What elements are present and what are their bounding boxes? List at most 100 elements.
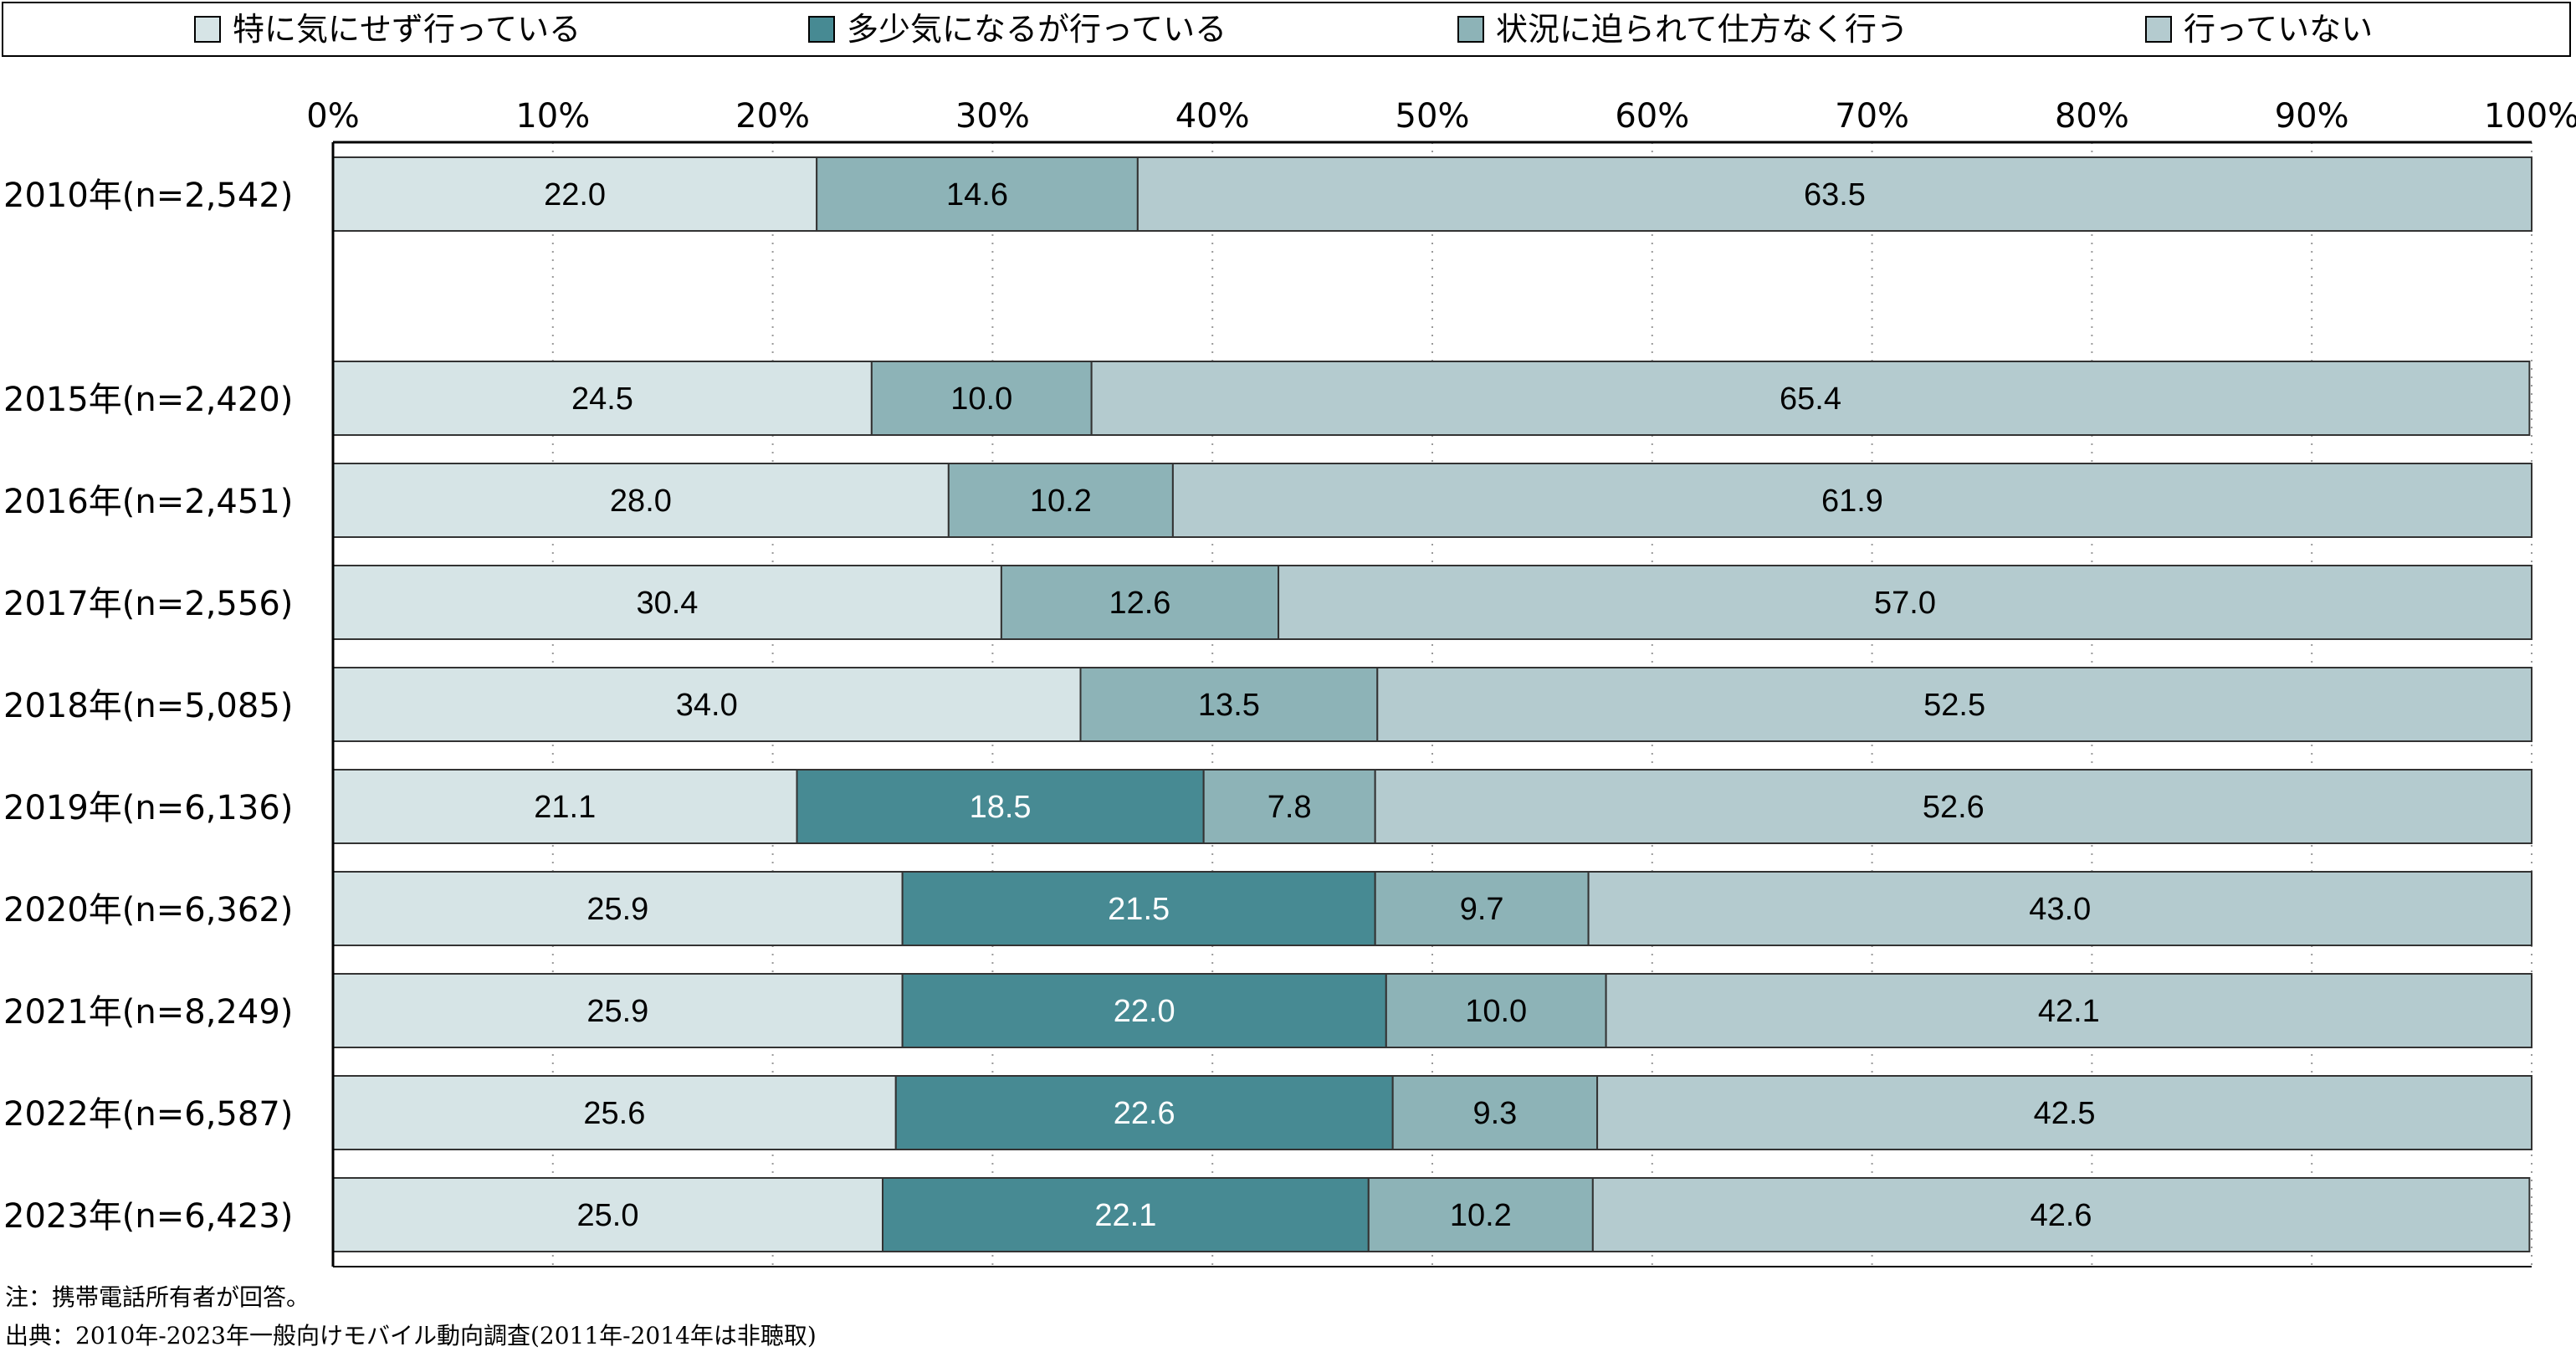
legend-swatch	[2145, 16, 2172, 43]
bar-segment	[1374, 769, 2532, 844]
bar-segment	[1000, 565, 1280, 640]
bar-segment	[1385, 973, 1607, 1048]
data-label: 10.0	[950, 381, 1012, 417]
bar-segment	[1202, 769, 1376, 844]
bar-segment	[1278, 565, 2532, 640]
bar-segment	[1391, 1075, 1599, 1150]
bar-segment	[1376, 667, 2532, 742]
chart-legend: 特に気にせず行っている 多少気になるが行っている 状況に迫られて仕方なく行う 行ってい…	[2, 2, 2571, 57]
data-label: 14.6	[946, 177, 1008, 212]
data-label: 25.6	[583, 1096, 645, 1131]
chart-notes: 注：携帯電話所有者が回答。 出典：2010年-2023年一般向けモバイル動向調査…	[5, 1278, 817, 1355]
bar-segment	[332, 667, 1082, 742]
bar-segment	[332, 565, 1002, 640]
data-label: 28.0	[610, 484, 672, 519]
data-label: 65.4	[1780, 381, 1841, 417]
data-label: 9.7	[1460, 892, 1504, 927]
bar-segment	[332, 156, 818, 232]
bar-segment	[870, 361, 1093, 436]
bar-segment	[1596, 1075, 2532, 1150]
data-label: 12.6	[1109, 586, 1170, 621]
legend-swatch	[808, 16, 835, 43]
x-tick-label: 70%	[1835, 97, 1909, 136]
data-label: 22.1	[1094, 1198, 1156, 1233]
bar-segment	[816, 156, 1139, 232]
data-label: 10.2	[1030, 484, 1092, 519]
data-label: 22.0	[1114, 994, 1175, 1029]
data-label: 21.5	[1108, 892, 1170, 927]
bar-segment	[882, 1177, 1370, 1252]
legend-item: 状況に迫られて仕方なく行う	[1457, 3, 1908, 55]
bar-segment	[1367, 1177, 1594, 1252]
stacked-bar-chart: 0% 10% 20% 30% 40% 50% 60% 70% 80% 90% 100% 2010年(n…	[3, 97, 2576, 1267]
data-label: 25.9	[586, 892, 648, 927]
data-label: 34.0	[676, 688, 738, 723]
data-label: 42.5	[2034, 1096, 2096, 1131]
data-label: 18.5	[970, 790, 1032, 825]
data-label: 21.1	[534, 790, 596, 825]
legend-swatch	[1457, 16, 1484, 43]
category-label: 2021年(n=8,249)	[3, 993, 293, 1032]
bar-segment	[1374, 871, 1590, 946]
x-tick-label: 90%	[2275, 97, 2349, 136]
bar-segment	[947, 463, 1174, 538]
legend-item: 特に気にせず行っている	[194, 3, 581, 55]
legend-label: 状況に迫られて仕方なく行う	[1496, 11, 1908, 48]
category-label: 2010年(n=2,542)	[3, 177, 293, 215]
data-label: 57.0	[1874, 586, 1936, 621]
note-text: 注：携帯電話所有者が回答。	[5, 1283, 310, 1311]
data-label: 24.5	[571, 381, 633, 417]
x-tick-label: 40%	[1175, 97, 1250, 136]
data-label: 10.2	[1450, 1198, 1512, 1233]
bar-segment	[1090, 361, 2531, 436]
data-label: 63.5	[1804, 177, 1866, 212]
data-label: 22.6	[1114, 1096, 1175, 1131]
bar-segment	[1605, 973, 2532, 1048]
category-label: 2019年(n=6,136)	[3, 789, 293, 827]
data-label: 10.0	[1465, 994, 1527, 1029]
data-label: 9.3	[1472, 1096, 1517, 1131]
bar-segment	[1171, 463, 2532, 538]
x-tick-label: 50%	[1396, 97, 1470, 136]
bar-segment	[332, 1075, 897, 1150]
bar-segment	[901, 871, 1376, 946]
x-tick-label: 0%	[306, 97, 359, 136]
data-label: 42.1	[2038, 994, 2100, 1029]
bar-segment	[1079, 667, 1379, 742]
data-label: 52.6	[1923, 790, 1984, 825]
data-label: 61.9	[1821, 484, 1883, 519]
source-text: 出典：2010年-2023年一般向けモバイル動向調査(2011年-2014年は非…	[5, 1322, 817, 1349]
data-label: 43.0	[2029, 892, 2091, 927]
bar-segment	[1591, 1177, 2531, 1252]
data-label: 52.5	[1923, 688, 1985, 723]
category-label: 2018年(n=5,085)	[3, 687, 293, 725]
x-tick-label: 20%	[735, 97, 810, 136]
legend-label: 特に気にせず行っている	[233, 11, 581, 48]
legend-item: 行っていない	[2145, 3, 2373, 55]
bar-segment	[332, 463, 950, 538]
data-label: 42.6	[2031, 1198, 2092, 1233]
data-label: 13.5	[1198, 688, 1260, 723]
bar-segment	[332, 769, 798, 844]
data-label: 7.8	[1268, 790, 1312, 825]
bar-segment	[1587, 871, 2532, 946]
legend-item: 多少気になるが行っている	[808, 3, 1227, 55]
category-label: 2022年(n=6,587)	[3, 1095, 293, 1134]
category-label: 2016年(n=2,451)	[3, 483, 293, 521]
data-label: 30.4	[636, 586, 698, 621]
legend-swatch	[194, 16, 221, 43]
bar-segment	[332, 871, 904, 946]
x-tick-label: 80%	[2055, 97, 2129, 136]
legend-label: 行っていない	[2184, 11, 2374, 48]
x-tick-label: 60%	[1615, 97, 1689, 136]
category-label: 2017年(n=2,556)	[3, 585, 293, 623]
x-tick-label: 10%	[515, 97, 590, 136]
bar-segment	[1136, 156, 2532, 232]
category-label: 2023年(n=6,423)	[3, 1197, 293, 1236]
legend-label: 多少気になるが行っている	[847, 11, 1227, 48]
category-label: 2020年(n=6,362)	[3, 891, 293, 929]
x-tick-label: 100%	[2484, 97, 2576, 136]
bar-segment	[796, 769, 1205, 844]
x-tick-label: 30%	[955, 97, 1030, 136]
bar-segment	[332, 361, 873, 436]
